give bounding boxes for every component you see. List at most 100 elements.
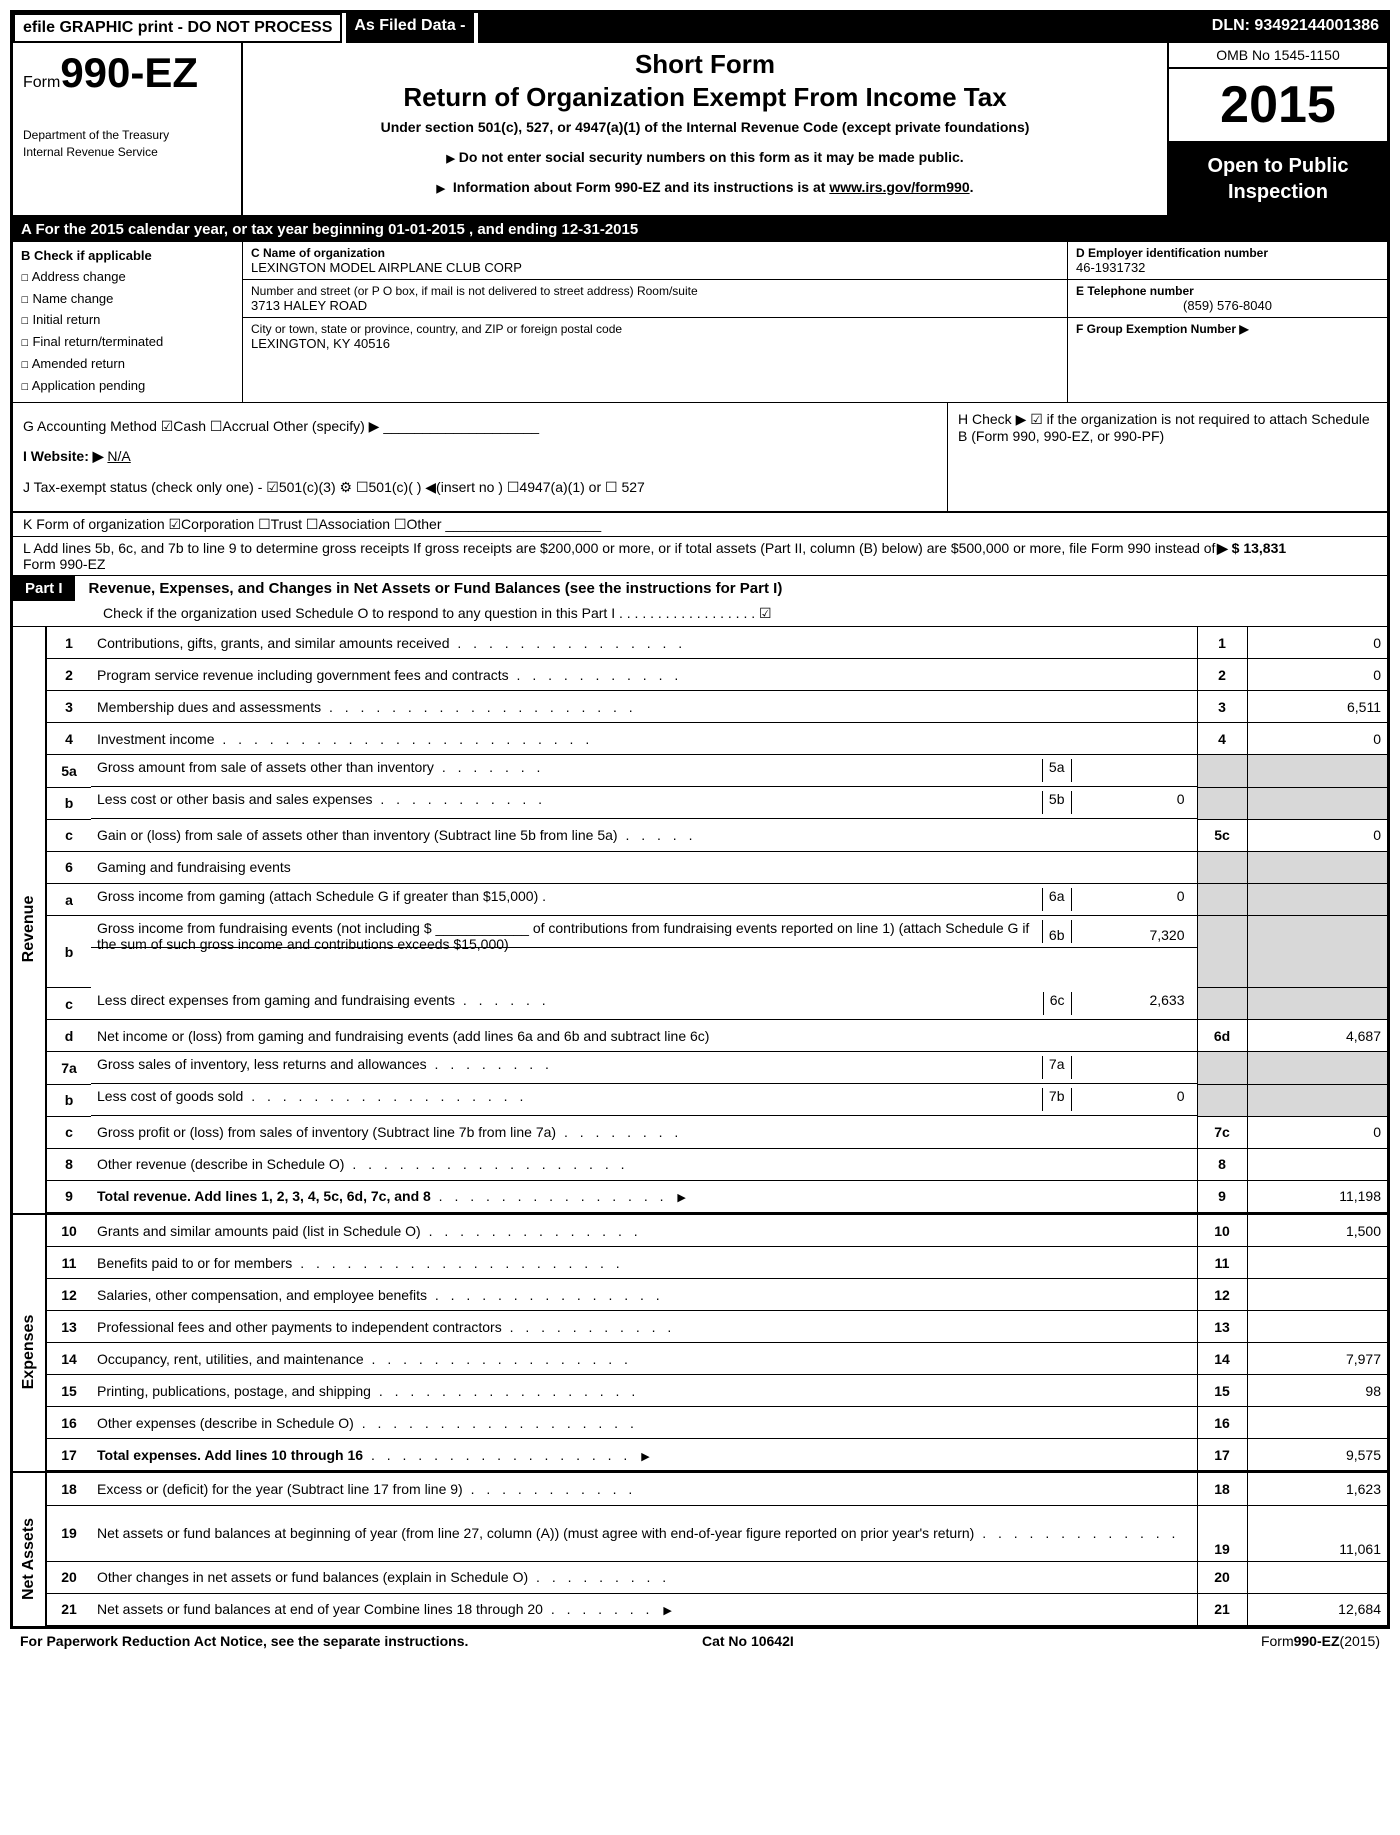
as-filed-label: As Filed Data -: [342, 13, 477, 43]
cb-initial[interactable]: ☐ Initial return: [21, 310, 234, 332]
dept-line1: Department of the Treasury: [23, 127, 231, 144]
expenses-sidebar: Expenses: [13, 1215, 47, 1472]
line-7a: 7aGross sales of inventory, less returns…: [47, 1052, 1387, 1085]
line-6d: dNet income or (loss) from gaming and fu…: [47, 1020, 1387, 1052]
cb-name-label: Name change: [32, 291, 113, 306]
line-18: 18Excess or (deficit) for the year (Subt…: [47, 1473, 1387, 1505]
group-exemption-label: F Group Exemption Number ▶: [1076, 322, 1379, 336]
header-left: Form990-EZ Department of the Treasury In…: [13, 43, 243, 215]
line-h: H Check ▶ ☑ if the organization is not r…: [947, 403, 1387, 511]
line-7b: bLess cost of goods sold . . . . . . . .…: [47, 1084, 1387, 1116]
expenses-section: Expenses 10Grants and similar amounts pa…: [13, 1213, 1387, 1472]
irs-link[interactable]: www.irs.gov/form990: [829, 179, 969, 195]
dept-line2: Internal Revenue Service: [23, 144, 231, 161]
line-19: 19Net assets or fund balances at beginni…: [47, 1505, 1387, 1561]
line-8: 8Other revenue (describe in Schedule O) …: [47, 1148, 1387, 1180]
footer-mid: Cat No 10642I: [702, 1633, 794, 1649]
topbar: efile GRAPHIC print - DO NOT PROCESS As …: [13, 13, 1387, 43]
cb-amended[interactable]: ☐ Amended return: [21, 354, 234, 376]
ein-value: 46-1931732: [1076, 260, 1379, 275]
line-i: I Website: ▶ N/A: [23, 441, 937, 472]
line-13: 13Professional fees and other payments t…: [47, 1311, 1387, 1343]
line-l-value: ▶ $ 13,831: [1217, 540, 1377, 572]
box-b: B Check if applicable ☐ Address change ☐…: [13, 242, 243, 402]
warn-line1: Do not enter social security numbers on …: [255, 149, 1155, 165]
cb-addr-label: Address change: [32, 269, 126, 284]
line-1: 1Contributions, gifts, grants, and simil…: [47, 627, 1387, 659]
netassets-section: Net Assets 18Excess or (deficit) for the…: [13, 1471, 1387, 1626]
city-value: LEXINGTON, KY 40516: [251, 336, 1059, 351]
cb-initial-label: Initial return: [32, 312, 100, 327]
part1-title: Revenue, Expenses, and Changes in Net As…: [77, 576, 1387, 601]
form-number: Form990-EZ: [23, 49, 231, 97]
line-12: 12Salaries, other compensation, and empl…: [47, 1279, 1387, 1311]
part1-header: Part I Revenue, Expenses, and Changes in…: [13, 576, 1387, 601]
ein-label: D Employer identification number: [1076, 246, 1379, 260]
tel-value: (859) 576-8040: [1076, 298, 1379, 313]
part1-check: Check if the organization used Schedule …: [13, 601, 1387, 627]
ghij-left: G Accounting Method ☑Cash ☐Accrual Other…: [13, 403, 947, 511]
line-l: L Add lines 5b, 6c, and 7b to line 9 to …: [13, 537, 1387, 576]
footer-form-no: 990-EZ: [1294, 1633, 1340, 1649]
revenue-label: Revenue: [20, 896, 38, 963]
line-3: 3Membership dues and assessments . . . .…: [47, 691, 1387, 723]
revenue-table: 1Contributions, gifts, grants, and simil…: [47, 627, 1387, 1213]
city-label: City or town, state or province, country…: [251, 322, 1059, 336]
netassets-sidebar: Net Assets: [13, 1473, 47, 1626]
warn-line2: Information about Form 990-EZ and its in…: [255, 179, 1155, 195]
box-c: C Name of organization LEXINGTON MODEL A…: [243, 242, 1067, 402]
row-bcdef: B Check if applicable ☐ Address change ☐…: [13, 242, 1387, 403]
line-6a: aGross income from gaming (attach Schedu…: [47, 883, 1387, 916]
arrow-icon: [436, 179, 448, 195]
revenue-section: Revenue 1Contributions, gifts, grants, a…: [13, 627, 1387, 1213]
header-mid: Short Form Return of Organization Exempt…: [243, 43, 1167, 215]
box-b-title: B Check if applicable: [21, 246, 234, 267]
part1-tag: Part I: [13, 576, 77, 601]
line-6b: bGross income from fundraising events (n…: [47, 916, 1387, 988]
cb-pending[interactable]: ☐ Application pending: [21, 376, 234, 398]
revenue-sidebar: Revenue: [13, 627, 47, 1213]
cb-final-label: Final return/terminated: [32, 334, 163, 349]
subtitle: Under section 501(c), 527, or 4947(a)(1)…: [255, 119, 1155, 135]
line-21: 21Net assets or fund balances at end of …: [47, 1593, 1387, 1625]
form-prefix: Form: [23, 74, 60, 91]
cb-name[interactable]: ☐ Name change: [21, 289, 234, 311]
line-10: 10Grants and similar amounts paid (list …: [47, 1215, 1387, 1247]
open-line1: Open to Public: [1173, 153, 1383, 179]
cb-addr[interactable]: ☐ Address change: [21, 267, 234, 289]
cb-final[interactable]: ☐ Final return/terminated: [21, 332, 234, 354]
tel-label: E Telephone number: [1076, 284, 1379, 298]
cb-amended-label: Amended return: [32, 356, 125, 371]
box-def: D Employer identification number 46-1931…: [1067, 242, 1387, 402]
footer-form-suf: (2015): [1340, 1633, 1380, 1649]
return-title: Return of Organization Exempt From Incom…: [255, 82, 1155, 113]
cb-pending-label: Application pending: [32, 378, 145, 393]
line-15: 15Printing, publications, postage, and s…: [47, 1375, 1387, 1407]
line-5c: cGain or (loss) from sale of assets othe…: [47, 819, 1387, 851]
form-num-value: 990-EZ: [60, 49, 198, 96]
line-g: G Accounting Method ☑Cash ☐Accrual Other…: [23, 411, 937, 442]
header-right: OMB No 1545-1150 2015 Open to Public Ins…: [1167, 43, 1387, 215]
line-a: A For the 2015 calendar year, or tax yea…: [13, 217, 1387, 242]
website-value: N/A: [107, 448, 130, 464]
org-name: LEXINGTON MODEL AIRPLANE CLUB CORP: [251, 260, 1059, 275]
line-l-text: L Add lines 5b, 6c, and 7b to line 9 to …: [23, 540, 1217, 572]
line-j: J Tax-exempt status (check only one) - ☑…: [23, 472, 937, 503]
line-4: 4Investment income . . . . . . . . . . .…: [47, 723, 1387, 755]
footer-left: For Paperwork Reduction Act Notice, see …: [20, 1633, 468, 1649]
org-name-label: C Name of organization: [251, 246, 1059, 260]
expenses-label: Expenses: [20, 1315, 38, 1390]
header: Form990-EZ Department of the Treasury In…: [13, 43, 1387, 217]
open-line2: Inspection: [1173, 179, 1383, 205]
line-11: 11Benefits paid to or for members . . . …: [47, 1247, 1387, 1279]
omb-label: OMB No 1545-1150: [1169, 43, 1387, 69]
warn2-pre: Information about Form 990-EZ and its in…: [453, 179, 829, 195]
line-16: 16Other expenses (describe in Schedule O…: [47, 1407, 1387, 1439]
footer-form-pre: Form: [1261, 1633, 1294, 1649]
addr-label: Number and street (or P O box, if mail i…: [251, 284, 1059, 298]
netassets-table: 18Excess or (deficit) for the year (Subt…: [47, 1473, 1387, 1626]
dln-label: DLN: 93492144001386: [1204, 13, 1387, 43]
efile-label: efile GRAPHIC print - DO NOT PROCESS: [13, 13, 342, 43]
line-20: 20Other changes in net assets or fund ba…: [47, 1561, 1387, 1593]
footer-right: Form990-EZ(2015): [1261, 1633, 1380, 1649]
